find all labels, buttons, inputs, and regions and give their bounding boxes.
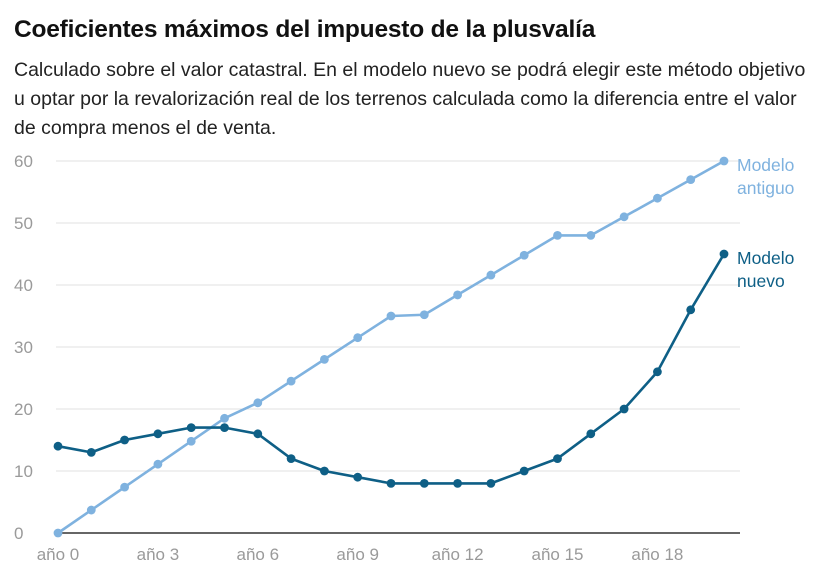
y-tick-label: 40: [14, 276, 33, 295]
data-point: [486, 479, 496, 488]
data-point: [419, 479, 429, 488]
data-point: [186, 423, 196, 432]
y-tick-label: 0: [14, 524, 23, 543]
data-point: [586, 429, 596, 439]
data-point: [220, 423, 229, 432]
data-point: [653, 367, 662, 377]
y-tick-label: 20: [14, 400, 33, 419]
data-point: [686, 175, 696, 185]
series-label: Modelo antiguo: [737, 155, 794, 198]
data-point: [453, 479, 462, 488]
data-point: [320, 355, 329, 364]
x-tick-label: año 0: [37, 545, 80, 564]
data-point: [553, 231, 562, 240]
data-point: [619, 404, 629, 414]
data-point: [286, 454, 296, 463]
data-point: [719, 249, 729, 259]
y-tick-label: 60: [14, 152, 33, 171]
data-point: [453, 290, 462, 300]
data-point: [486, 270, 496, 280]
data-point: [186, 436, 196, 446]
data-point: [53, 441, 63, 451]
data-point: [386, 479, 396, 488]
data-point: [120, 435, 129, 445]
data-point: [419, 310, 429, 320]
x-tick-label: año 9: [336, 545, 379, 564]
y-tick-label: 10: [14, 462, 33, 481]
data-point: [86, 505, 96, 515]
data-point: [353, 472, 363, 482]
data-point: [719, 156, 729, 166]
data-point: [553, 454, 562, 463]
data-point: [153, 459, 163, 469]
x-tick-label: año 6: [237, 545, 280, 564]
data-point: [586, 231, 596, 240]
x-tick-label: año 12: [432, 545, 484, 564]
x-tick-label: año 15: [532, 545, 584, 564]
series-label: Modelo nuevo: [737, 248, 794, 291]
data-point: [253, 429, 263, 439]
data-point: [86, 448, 96, 457]
data-point: [153, 429, 163, 439]
data-point: [619, 212, 629, 222]
x-tick-label: año 18: [631, 545, 683, 564]
chart-subtitle: Calculado sobre el valor catastral. En e…: [14, 59, 806, 139]
data-point: [320, 466, 329, 476]
data-point: [519, 250, 529, 260]
data-point: [686, 305, 696, 315]
data-point: [353, 333, 363, 343]
data-point: [519, 466, 529, 476]
data-point: [253, 398, 263, 408]
data-point: [386, 311, 396, 321]
data-point: [653, 193, 662, 203]
chart-title: Coeficientes máximos del impuesto de la …: [14, 16, 596, 43]
y-tick-label: 50: [14, 214, 33, 233]
data-point: [220, 413, 229, 423]
data-point: [53, 528, 63, 538]
series-line-1: [56, 252, 726, 485]
data-point: [286, 376, 296, 386]
y-tick-label: 30: [14, 338, 33, 357]
data-point: [120, 482, 129, 492]
x-tick-label: año 3: [137, 545, 180, 564]
